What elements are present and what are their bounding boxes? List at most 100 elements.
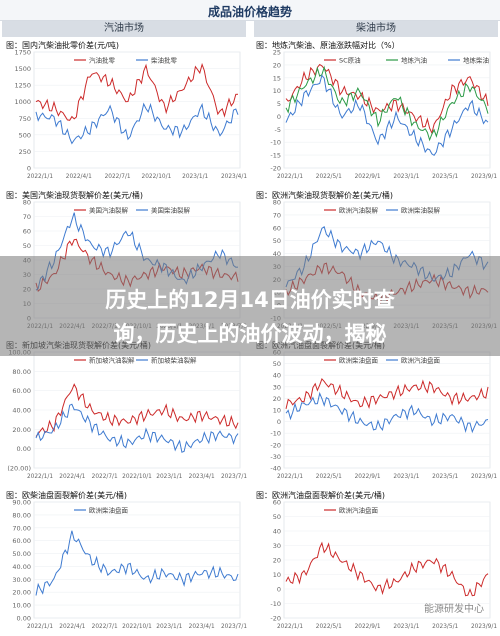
chart-panel: 图：欧洲汽油盘面裂解价差(美元/桶) -20 -10 0 10 20 30 40 50 60 202… bbox=[252, 490, 498, 636]
chart-svg: -40-30-20-1001020304050602022/1/12022/5/… bbox=[270, 349, 497, 481]
chart-title: 图：欧洲汽油盘面裂解价差(美元/桶) bbox=[256, 491, 385, 500]
x-tick-label: 2022/10/1 bbox=[142, 174, 172, 180]
y-tick-label: 90.00 bbox=[12, 499, 31, 507]
y-tick-label: 15 bbox=[273, 74, 281, 82]
y-tick-label: 60 bbox=[273, 224, 281, 232]
y-tick-label: -10 bbox=[270, 139, 281, 147]
column-header-diesel: 柴油市场 bbox=[254, 21, 498, 37]
watermark: 能源研发中心 bbox=[424, 604, 484, 615]
plot-frame bbox=[283, 51, 491, 169]
x-tick-label: 2022/7/1 bbox=[92, 474, 118, 480]
chart-title: 图：国内汽柴油批零价差(元/吨) bbox=[6, 41, 119, 50]
series-line bbox=[35, 102, 239, 145]
chart-title: 图：欧洲汽柴油现货裂解价差(美元/桶) bbox=[256, 191, 393, 200]
y-tick-label: 0 bbox=[277, 586, 281, 594]
chart-svg: -20 -15 -10 -5 0 5 10 15 20 25 2022/1/1 2022/5/1 202… bbox=[270, 49, 497, 181]
x-tick-label: 2023/5/1 bbox=[432, 474, 458, 480]
y-tick-label: 50 bbox=[23, 242, 31, 250]
y-tick-label: 20 bbox=[273, 61, 281, 69]
y-tick-label: 30 bbox=[273, 542, 281, 550]
series-line bbox=[285, 74, 489, 156]
legend-label: 美国柴油裂解 bbox=[151, 206, 191, 215]
x-tick-label: 2023/4/1 bbox=[189, 624, 215, 630]
y-tick-label: 1000 bbox=[14, 98, 31, 106]
chart-title: 图：美国汽柴油现货裂解价差(美元/桶) bbox=[6, 191, 143, 200]
y-tick-label: 1250 bbox=[14, 82, 31, 90]
y-tick-label: 80.00 bbox=[12, 368, 31, 376]
legend-label: 欧洲汽油裂解 bbox=[339, 206, 379, 215]
y-tick-label: 25 bbox=[273, 49, 281, 57]
y-tick-label: -10 bbox=[270, 430, 281, 438]
x-tick-label: 2023/1/1 bbox=[393, 474, 419, 480]
x-tick-label: 2022/1/1 bbox=[277, 624, 303, 630]
legend-label: 欧洲汽油盘面 bbox=[401, 356, 441, 365]
x-tick-label: 2022/9/1 bbox=[355, 474, 381, 480]
y-tick-label: -5 bbox=[275, 126, 281, 134]
x-tick-label: 2023/5/1 bbox=[432, 174, 458, 180]
series-line bbox=[285, 391, 489, 434]
x-tick-label: 2022/10/1 bbox=[122, 474, 152, 480]
headline-line-2: 询，历史上的油价波动，揭秘 bbox=[113, 322, 387, 346]
y-tick-label: -20 bbox=[270, 441, 281, 449]
legend-label: 新加坡柴油裂解 bbox=[151, 356, 197, 365]
y-tick-label: 60.00 bbox=[12, 537, 31, 545]
y-tick-label: 1500 bbox=[14, 65, 31, 73]
y-tick-label: 80.00 bbox=[12, 511, 31, 519]
legend-label: 地炼汽油 bbox=[401, 56, 427, 65]
legend-label: 新加坡汽油裂解 bbox=[89, 356, 135, 365]
y-tick-label: -15 bbox=[270, 152, 281, 160]
x-tick-label: 2022/5/1 bbox=[316, 624, 342, 630]
chart-panel: 图：地炼汽柴油、原油涨跌幅对比（%） -20 -15 -10 -5 0 5 10 15 20 25 2… bbox=[252, 40, 498, 186]
x-tick-label: 2022/4/1 bbox=[59, 624, 85, 630]
y-tick-label: 50 bbox=[273, 360, 281, 368]
x-tick-label: 2023/1/1 bbox=[393, 624, 419, 630]
x-tick-label: 2023/7/1 bbox=[221, 624, 247, 630]
plot-frame bbox=[33, 51, 241, 169]
x-tick-label: 2022/5/1 bbox=[316, 474, 342, 480]
y-tick-label: 20 bbox=[273, 557, 281, 565]
legend-label: 柴油批零 bbox=[151, 56, 178, 65]
series-line bbox=[35, 62, 239, 121]
y-tick-label: 60 bbox=[23, 228, 31, 236]
plot-frame bbox=[33, 501, 241, 619]
x-tick-label: 2023/1/1 bbox=[156, 624, 182, 630]
y-tick-label: (20.00) bbox=[7, 465, 31, 473]
legend-label: 欧洲柴油裂解 bbox=[401, 206, 441, 215]
series-line bbox=[285, 63, 489, 135]
x-tick-label: 2023/4/1 bbox=[221, 174, 247, 180]
x-tick-label: 2023/9/1 bbox=[471, 474, 497, 480]
x-tick-label: 2023/1/1 bbox=[156, 474, 182, 480]
y-tick-label: -30 bbox=[270, 453, 281, 461]
chart-svg: -20 -10 0 10 20 30 40 50 60 2022/1/1 2022/5/1 2022/… bbox=[270, 499, 497, 631]
chart-panel: 图：欧洲汽油盘面裂解价差(美元/桶)-40-30-20-100102030405… bbox=[252, 340, 498, 486]
chart-panel: 图：欧柴油盘面裂解价差(美元/桶) 0.00 10.00 20.00 30.00 40.0… bbox=[2, 490, 248, 636]
x-tick-label: 2022/9/1 bbox=[355, 624, 381, 630]
chart-panel: 图：新加坡汽柴油现货裂解价差(美元/桶)(20.00)0.0020.0040.0… bbox=[2, 340, 248, 486]
x-tick-label: 2023/9/1 bbox=[471, 624, 497, 630]
x-tick-label: 2022/9/1 bbox=[355, 174, 381, 180]
legend-label: 欧洲汽油盘面 bbox=[339, 506, 379, 515]
y-tick-label: 50.00 bbox=[12, 550, 31, 558]
y-tick-label: 10 bbox=[273, 407, 281, 415]
y-tick-label: 50 bbox=[273, 237, 281, 245]
series-line bbox=[285, 65, 489, 142]
x-tick-label: 2022/10/1 bbox=[122, 624, 152, 630]
chart-title: 图：地炼汽柴油、原油涨跌幅对比（%） bbox=[256, 41, 400, 50]
y-tick-label: 80 bbox=[23, 199, 31, 207]
column-header-gasoline: 汽油市场 bbox=[2, 21, 246, 37]
x-tick-label: 2023/4/1 bbox=[189, 474, 215, 480]
headline-overlay: 历史上的12月14日油价实时查 询，历史上的油价波动，揭秘 bbox=[0, 256, 500, 356]
y-tick-label: -20 bbox=[270, 615, 281, 623]
y-tick-label: 40 bbox=[273, 250, 281, 258]
y-tick-label: 20 bbox=[273, 395, 281, 403]
y-tick-label: 500 bbox=[19, 131, 31, 139]
y-tick-label: 10 bbox=[273, 571, 281, 579]
chart-panel: 图：国内汽柴油批零价差(元/吨) 0 250 500 750 1000 1250 1500 17… bbox=[2, 40, 248, 186]
y-tick-label: 0 bbox=[277, 418, 281, 426]
series-line bbox=[285, 377, 489, 410]
x-tick-label: 2023/5/1 bbox=[432, 624, 458, 630]
y-tick-label: 10.00 bbox=[12, 602, 31, 610]
x-tick-label: 2023/1/1 bbox=[393, 174, 419, 180]
report-header: 成品油价格趋势 bbox=[0, 0, 500, 21]
y-tick-label: 0 bbox=[27, 165, 31, 173]
